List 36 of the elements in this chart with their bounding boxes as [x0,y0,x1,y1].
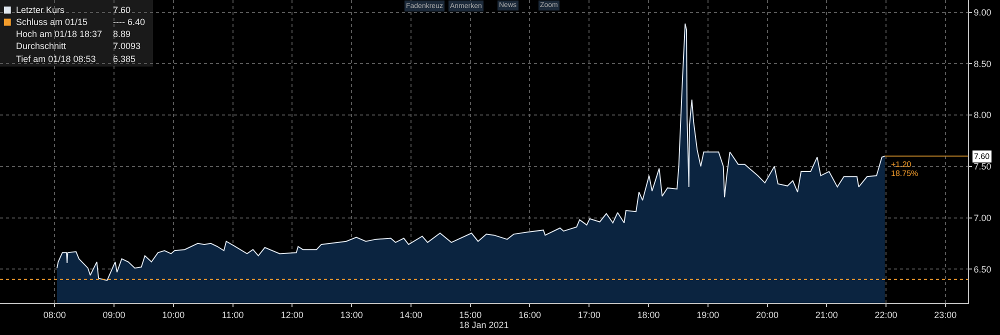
x-tick-label: 15:00 [459,310,482,320]
x-tick-label: 18:00 [637,310,660,320]
x-tick-label: 19:00 [696,310,720,320]
annotation: Durchschnitt [16,41,67,51]
legend-label: Letzter Kurs [16,5,66,15]
x-tick-label: 10:00 [162,310,185,320]
x-tick-label: 16:00 [518,310,541,320]
x-tick-label: 08:00 [43,310,66,320]
annotation: 18.75% [891,169,918,178]
y-tick-label: 7.00 [974,212,992,223]
y-tick-label: 8.00 [974,110,992,120]
x-tick-label: 21:00 [815,310,838,320]
y-tick-label: 9.00 [974,7,992,18]
y-tick-label: 8.50 [974,58,992,69]
x-tick-label: 20:00 [756,310,779,320]
annotation: +1.20 [891,160,912,169]
annotation: 6.385 [113,54,136,64]
annotation: ---- 6.40 [113,17,146,27]
y-tick-label: 7.50 [974,162,992,172]
x-tick-label: 17:00 [578,310,600,320]
ref-line-label: 7.60 [974,152,990,161]
legend-label: Schluss am 01/15 [16,17,88,27]
annotation: Tief am 01/18 08:53 [16,54,96,64]
x-tick-label: 22:00 [874,310,898,320]
x-tick-label: 12:00 [280,310,304,320]
x-tick-label: 09:00 [102,310,126,320]
y-tick-label: 6.50 [974,264,992,274]
annotation: 7.0093 [113,41,141,51]
annotation: 8.89 [113,29,131,39]
x-tick-label: 11:00 [222,310,244,320]
annotation: Hoch am 01/18 18:37 [16,29,102,39]
annotation: 7.60 [113,5,131,15]
x-axis-title: 18 Jan 2021 [459,320,509,330]
x-tick-label: 13:00 [340,310,363,320]
x-tick-label: 14:00 [400,310,422,320]
x-tick-label: 23:00 [934,310,957,320]
